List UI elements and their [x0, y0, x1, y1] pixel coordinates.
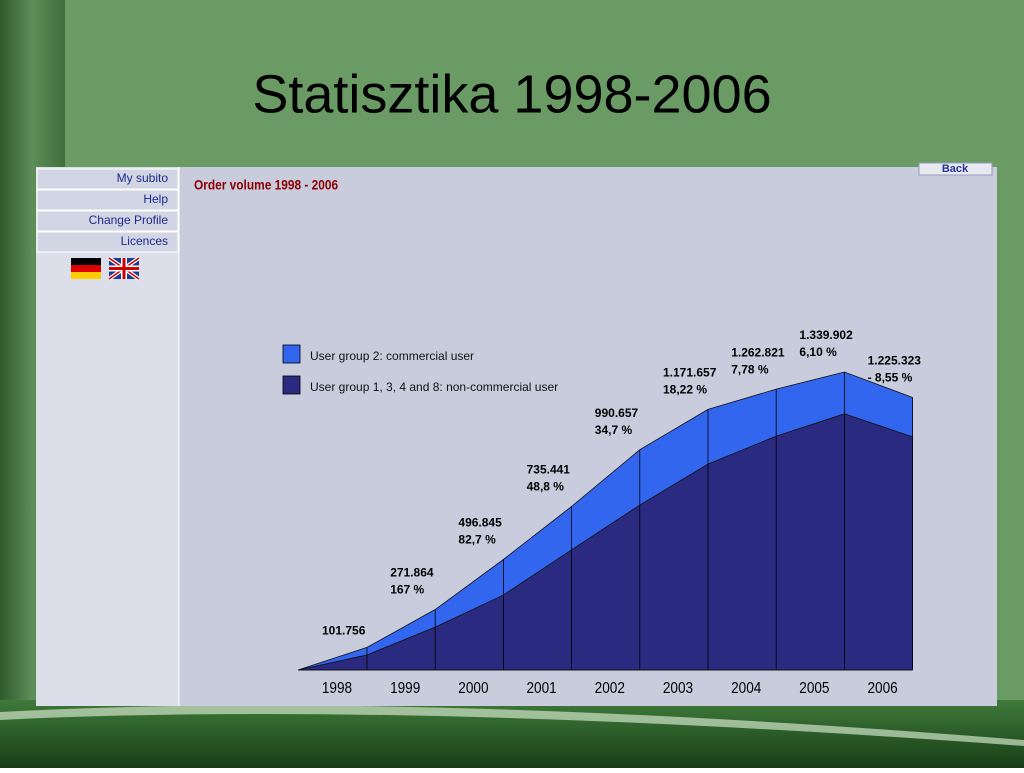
total-label: 496.845	[458, 516, 502, 530]
menu-label[interactable]: Help	[143, 192, 168, 206]
chart: 1998 101.756 1999 271.864 167 % 2000 496.845 82…	[282, 328, 922, 698]
x-tick-label: 2006	[867, 680, 897, 697]
total-label: 271.864	[390, 566, 434, 580]
flag-uk	[107, 256, 141, 281]
growth-label: 82,7 %	[458, 533, 496, 547]
growth-label: 48,8 %	[527, 480, 565, 494]
total-label: 1.262.821	[731, 345, 785, 359]
x-tick-label: 1999	[390, 680, 420, 697]
total-label: 101.756	[322, 624, 366, 638]
growth-label: 7,78 %	[731, 362, 769, 376]
series-edge	[297, 371, 913, 671]
back-label[interactable]: Back	[942, 163, 969, 175]
total-label: 990.657	[595, 406, 639, 420]
total-label: 1.171.657	[663, 366, 717, 380]
growth-label: - 8,55 %	[868, 371, 913, 385]
x-tick-label: 2004	[731, 680, 761, 697]
slide-title: Statisztika 1998-2006	[252, 64, 771, 124]
legend-label: User group 2: commercial user	[310, 349, 474, 363]
x-tick-label: 2001	[526, 680, 556, 697]
legend-swatch	[282, 375, 301, 395]
growth-label: 34,7 %	[595, 423, 633, 437]
swoosh	[0, 705, 1024, 746]
legend-swatch	[282, 344, 301, 364]
menu-item[interactable]	[36, 231, 179, 253]
growth-label: 18,22 %	[663, 383, 707, 397]
sidebar	[36, 167, 179, 706]
menu-label[interactable]: My subito	[117, 171, 169, 185]
flag-de	[71, 258, 101, 279]
growth-label: 167 %	[390, 583, 424, 597]
menu-item[interactable]	[36, 210, 179, 232]
growth-label: 6,10 %	[799, 345, 837, 359]
menu-label[interactable]: Licences	[121, 234, 168, 248]
legend-label: User group 1, 3, 4 and 8: non-commercial…	[310, 380, 558, 394]
total-label: 1.339.902	[799, 328, 853, 342]
series-edge	[297, 413, 913, 671]
x-tick-label: 1998	[322, 680, 352, 697]
x-tick-label: 2002	[595, 680, 625, 697]
back-button[interactable]	[918, 162, 993, 176]
menu: My subito Help Change Profile Licences	[36, 168, 179, 253]
menu-item[interactable]	[36, 168, 179, 190]
area-fill	[298, 413, 913, 670]
menu-label[interactable]: Change Profile	[89, 213, 169, 227]
menu-item[interactable]	[36, 189, 179, 211]
total-label: 735.441	[527, 463, 571, 477]
chart-title: Order volume 1998 - 2006	[194, 177, 338, 193]
x-tick-label: 2005	[799, 680, 829, 697]
total-label: 1.225.323	[868, 354, 922, 368]
x-tick-label: 2000	[458, 680, 488, 697]
x-tick-label: 2003	[663, 680, 693, 697]
area-fill	[298, 372, 913, 670]
